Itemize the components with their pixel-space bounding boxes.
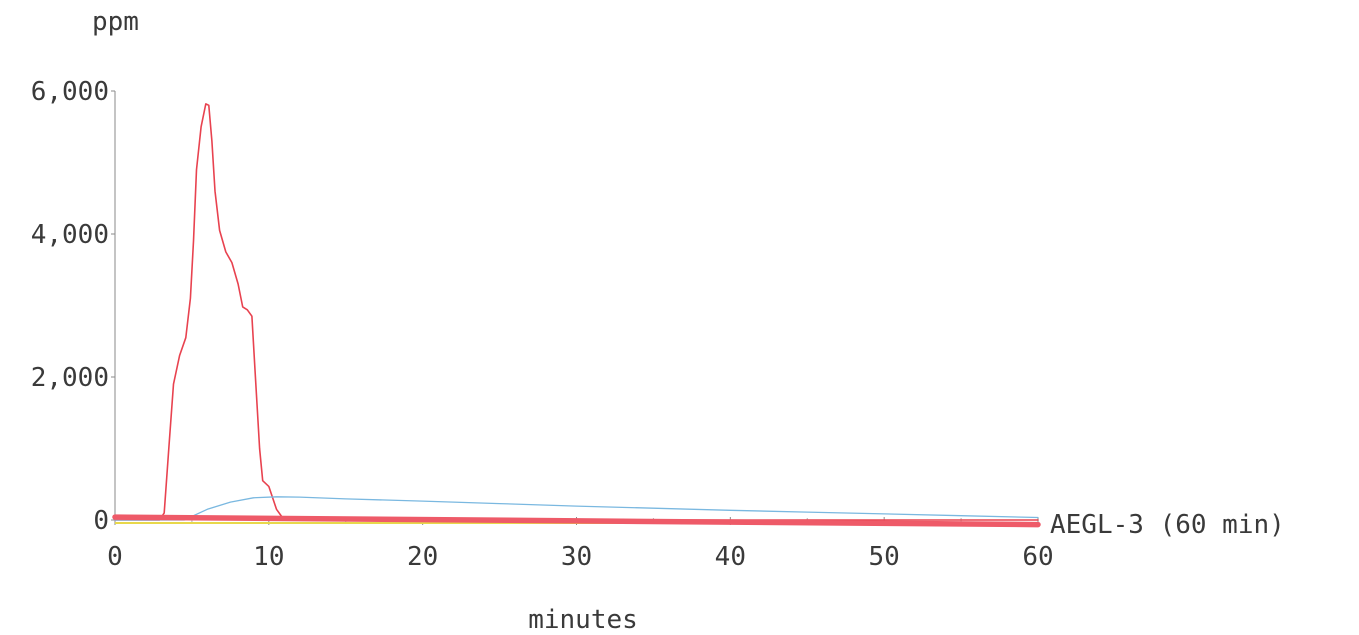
y-tick-label: 4,000: [31, 220, 109, 250]
axes: 0 2,000 4,000 6,000 0 10 20 30 40 50 60: [31, 77, 1054, 572]
x-tick-label: 30: [561, 542, 592, 572]
x-tick-label: 50: [869, 542, 900, 572]
aegl-3-annotation: AEGL-3 (60 min): [1050, 510, 1285, 540]
aegl-3-threshold-line: [112, 514, 1041, 528]
y-axis-title: ppm: [92, 7, 139, 37]
x-tick-label: 20: [407, 542, 438, 572]
x-tick-label: 60: [1022, 542, 1053, 572]
y-tick-label: 6,000: [31, 77, 109, 107]
secondary-curve: [114, 496, 1039, 521]
x-tick-label: 10: [253, 542, 284, 572]
y-tick-label: 2,000: [31, 363, 109, 393]
x-tick-label: 0: [107, 542, 123, 572]
concentration-curve: [114, 103, 1039, 521]
x-axis-title: minutes: [528, 605, 638, 635]
plot-area: [112, 103, 1041, 528]
x-tick-label: 40: [715, 542, 746, 572]
y-tick-label: 0: [93, 506, 109, 536]
